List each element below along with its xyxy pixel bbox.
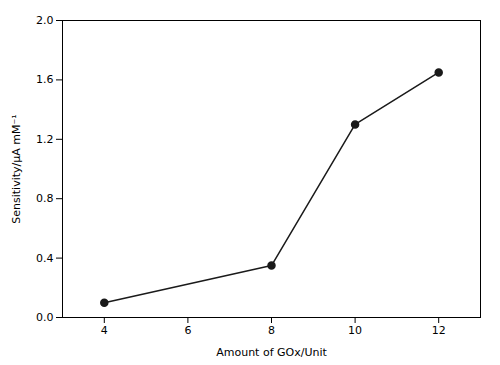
svg-text:1.2: 1.2 <box>36 133 54 146</box>
svg-text:0.4: 0.4 <box>36 252 54 265</box>
svg-text:2.0: 2.0 <box>36 14 54 27</box>
svg-text:0.8: 0.8 <box>36 192 54 205</box>
svg-text:8: 8 <box>268 324 275 337</box>
svg-text:12: 12 <box>432 324 446 337</box>
svg-text:6: 6 <box>184 324 191 337</box>
svg-text:0.0: 0.0 <box>36 311 54 324</box>
svg-text:4: 4 <box>101 324 108 337</box>
svg-text:1.6: 1.6 <box>36 73 54 86</box>
svg-text:Amount of GOx/Unit: Amount of GOx/Unit <box>216 346 327 359</box>
svg-text:10: 10 <box>348 324 362 337</box>
svg-text:Sensitivity/μA mM⁻¹: Sensitivity/μA mM⁻¹ <box>10 114 23 223</box>
